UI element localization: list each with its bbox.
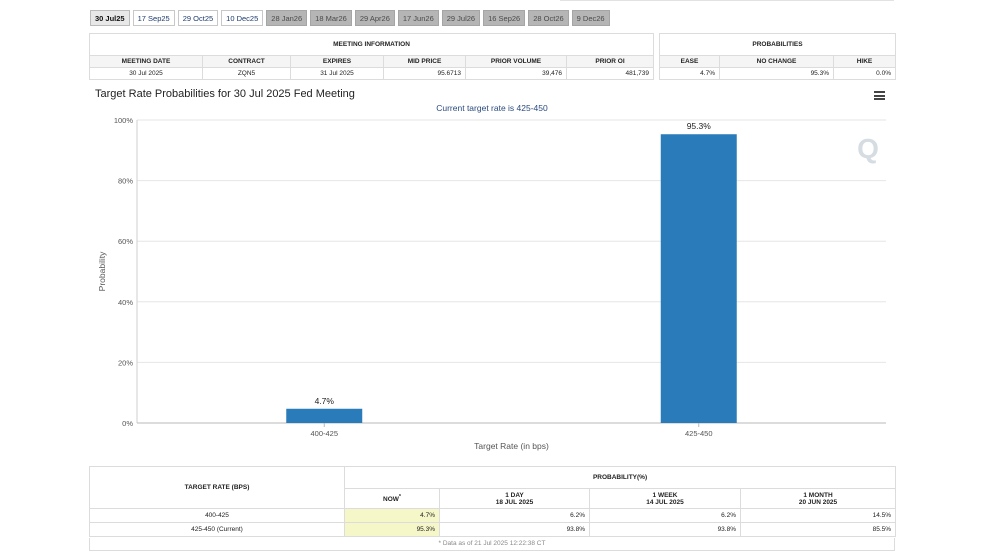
chart-plot: 0% 20% 40% 60% 80% 100% Q 4.7% 400-425 95.3% 425-4… <box>97 116 886 451</box>
col-ease: EASE <box>659 55 720 68</box>
chart-title: Target Rate Probabilities for 30 Jul 202… <box>95 88 355 100</box>
tab-10-dec25[interactable]: 10 Dec25 <box>221 10 264 26</box>
col-now: NOW* <box>344 488 440 509</box>
col-hike: HIKE <box>833 55 896 68</box>
prior-volume-value: 39,476 <box>465 67 567 80</box>
x-axis-title: Target Rate (in bps) <box>474 441 549 451</box>
top-divider <box>560 0 894 1</box>
table-row: 425-450 (Current) 95.3% 93.8% 93.8% 85.5… <box>89 522 897 537</box>
y-tick-label: 0% <box>122 419 133 428</box>
tab-16-sep26[interactable]: 16 Sep26 <box>483 10 526 26</box>
no-change-value: 95.3% <box>719 67 834 80</box>
probabilities-header: PROBABILITIES <box>659 33 896 56</box>
y-axis-title: Probability <box>97 251 107 291</box>
col-1-week: 1 WEEK 14 JUL 2025 <box>589 488 741 509</box>
table-row: 400-425 4.7% 6.2% 6.2% 14.5% <box>89 508 897 523</box>
col-no-change: NO CHANGE <box>719 55 834 68</box>
x-tick-label: 425-450 <box>685 429 713 438</box>
now-400-425: 4.7% <box>344 508 440 523</box>
ease-value: 4.7% <box>659 67 720 80</box>
meeting-date-value: 30 Jul 2025 <box>89 67 203 80</box>
table-row: 4.7% 95.3% 0.0% <box>659 67 896 80</box>
tab-28-jan26[interactable]: 28 Jan26 <box>266 10 308 26</box>
month-425-450: 85.5% <box>739 522 897 537</box>
now-425-450: 95.3% <box>344 522 440 537</box>
data-timestamp-note: * Data as of 21 Jul 2025 12:22:38 CT <box>89 538 895 551</box>
rate-400-425: 400-425 <box>89 508 345 523</box>
tab-29-jul26[interactable]: 29 Jul26 <box>441 10 481 26</box>
meeting-tabs: 30 Jul25 17 Sep25 29 Oct25 10 Dec25 28 J… <box>90 10 610 26</box>
meeting-information-header: MEETING INFORMATION <box>88 33 655 56</box>
col-target-rate: TARGET RATE (BPS) <box>89 466 345 509</box>
rate-425-450: 425-450 (Current) <box>89 522 345 537</box>
col-meeting-date: MEETING DATE <box>89 55 203 68</box>
col-contract: CONTRACT <box>202 55 291 68</box>
col-1-day: 1 DAY 18 JUL 2025 <box>439 488 590 509</box>
day-425-450: 93.8% <box>439 522 590 537</box>
probabilities-table: PROBABILITIES EASE NO CHANGE HIKE 4.7% 9… <box>659 33 896 80</box>
bar-400-425 <box>286 408 363 423</box>
chart-menu-icon[interactable] <box>874 91 885 100</box>
week-425-450: 93.8% <box>589 522 741 537</box>
data-label: 4.7% <box>315 396 335 406</box>
col-prior-volume: PRIOR VOLUME <box>465 55 567 68</box>
tab-30-jul25[interactable]: 30 Jul25 <box>90 10 130 26</box>
y-tick-label: 40% <box>118 298 133 307</box>
y-tick-label: 20% <box>118 358 133 367</box>
x-tick-label: 400-425 <box>310 429 338 438</box>
col-probability: PROBABILITY(%) <box>343 466 897 489</box>
month-400-425: 14.5% <box>739 508 897 523</box>
col-mid-price: MID PRICE <box>383 55 466 68</box>
week-400-425: 6.2% <box>589 508 741 523</box>
watermark-logo: Q <box>857 133 879 164</box>
probability-chart: Target Rate Probabilities for 30 Jul 202… <box>89 82 895 460</box>
hike-value: 0.0% <box>833 67 896 80</box>
tab-28-oct26[interactable]: 28 Oct26 <box>528 10 569 26</box>
mid-price-value: 95.6713 <box>383 67 466 80</box>
y-tick-label: 100% <box>114 116 134 125</box>
tab-18-mar26[interactable]: 18 Mar26 <box>310 10 352 26</box>
target-rate-probability-table: TARGET RATE (BPS) PROBABILITY(%) NOW* 1 … <box>89 466 897 537</box>
table-row: 30 Jul 2025 ZQN5 31 Jul 2025 95.6713 39,… <box>89 67 655 80</box>
tab-29-apr26[interactable]: 29 Apr26 <box>354 10 395 26</box>
col-prior-oi: PRIOR OI <box>565 55 655 68</box>
prior-oi-value: 481,739 <box>565 67 655 80</box>
y-tick-label: 60% <box>118 237 133 246</box>
tab-9-dec26[interactable]: 9 Dec26 <box>571 10 610 26</box>
y-tick-label: 80% <box>118 177 133 186</box>
day-400-425: 6.2% <box>439 508 590 523</box>
tab-17-sep25[interactable]: 17 Sep25 <box>132 10 175 26</box>
col-expires: EXPIRES <box>290 55 384 68</box>
expires-value: 31 Jul 2025 <box>290 67 384 80</box>
meeting-information-table: MEETING INFORMATION MEETING DATE CONTRAC… <box>88 33 655 80</box>
tab-17-jun26[interactable]: 17 Jun26 <box>397 10 439 26</box>
bar-425-450 <box>660 134 737 423</box>
contract-value: ZQN5 <box>202 67 291 80</box>
col-1-month: 1 MONTH 20 JUN 2025 <box>739 488 897 509</box>
chart-subtitle: Current target rate is 425-450 <box>436 103 548 113</box>
data-label: 95.3% <box>687 121 712 131</box>
tab-29-oct25[interactable]: 29 Oct25 <box>177 10 219 26</box>
